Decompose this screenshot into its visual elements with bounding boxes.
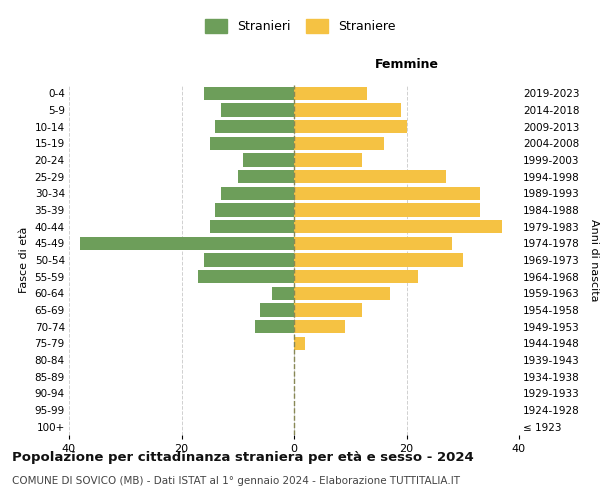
- Bar: [215, 120, 294, 134]
- Bar: [221, 186, 294, 200]
- Bar: [294, 236, 452, 250]
- Bar: [294, 186, 479, 200]
- Bar: [80, 236, 294, 250]
- Bar: [238, 170, 294, 183]
- Bar: [254, 320, 294, 334]
- Bar: [294, 336, 305, 350]
- Bar: [199, 270, 294, 283]
- Bar: [271, 286, 294, 300]
- Bar: [294, 104, 401, 117]
- Y-axis label: Fasce di età: Fasce di età: [19, 227, 29, 293]
- Y-axis label: Anni di nascita: Anni di nascita: [589, 218, 599, 301]
- Bar: [294, 154, 361, 166]
- Bar: [294, 86, 367, 100]
- Legend: Stranieri, Straniere: Stranieri, Straniere: [199, 14, 401, 38]
- Bar: [294, 220, 502, 234]
- Bar: [294, 270, 418, 283]
- Bar: [209, 136, 294, 150]
- Text: Femmine: Femmine: [374, 58, 439, 71]
- Bar: [294, 120, 407, 134]
- Bar: [204, 254, 294, 266]
- Bar: [221, 104, 294, 117]
- Bar: [294, 254, 463, 266]
- Bar: [244, 154, 294, 166]
- Bar: [260, 304, 294, 316]
- Bar: [294, 320, 344, 334]
- Bar: [294, 204, 479, 216]
- Bar: [204, 86, 294, 100]
- Bar: [294, 304, 361, 316]
- Bar: [294, 286, 389, 300]
- Text: Popolazione per cittadinanza straniera per età e sesso - 2024: Popolazione per cittadinanza straniera p…: [12, 451, 474, 464]
- Bar: [215, 204, 294, 216]
- Bar: [294, 136, 384, 150]
- Bar: [209, 220, 294, 234]
- Bar: [294, 170, 446, 183]
- Text: COMUNE DI SOVICO (MB) - Dati ISTAT al 1° gennaio 2024 - Elaborazione TUTTITALIA.: COMUNE DI SOVICO (MB) - Dati ISTAT al 1°…: [12, 476, 460, 486]
